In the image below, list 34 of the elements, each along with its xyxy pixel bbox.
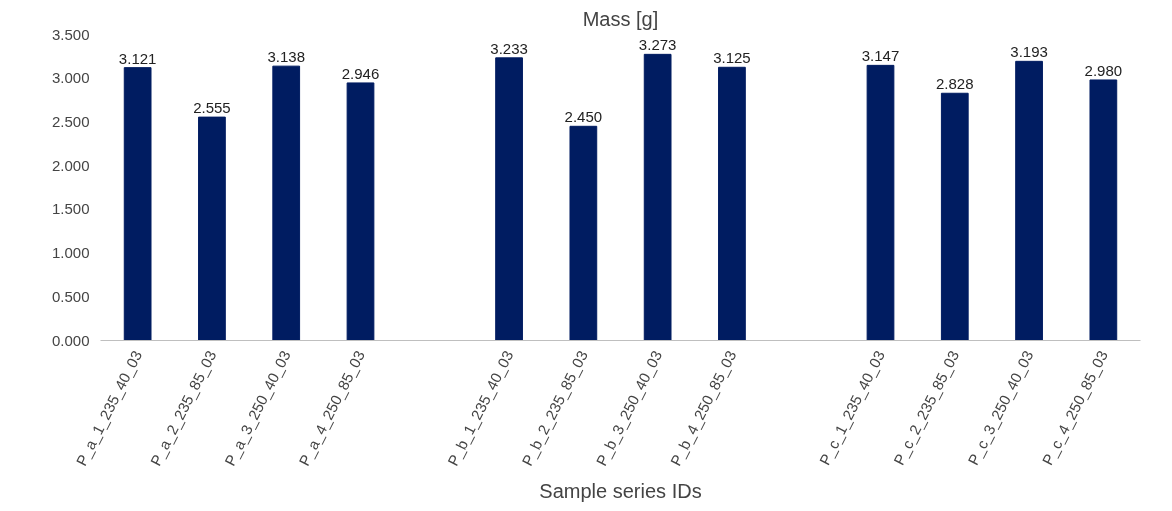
y-tick-label: 3.000 — [51, 69, 90, 87]
y-tick-label: 0.000 — [51, 331, 90, 349]
y-tick-label: 2.000 — [51, 156, 90, 174]
data-label: 3.233 — [490, 39, 528, 57]
y-tick-label: 3.500 — [51, 25, 90, 43]
y-tick-label: 2.500 — [51, 112, 90, 130]
y-tick-label: 1.000 — [51, 244, 90, 262]
bar — [346, 82, 375, 341]
bar — [272, 65, 301, 341]
data-label: 2.555 — [193, 99, 231, 117]
data-label: 2.980 — [1084, 61, 1123, 79]
bar — [1089, 79, 1118, 341]
y-tick-label: 0.500 — [51, 287, 90, 305]
data-label: 2.828 — [936, 75, 974, 93]
data-label: 3.147 — [861, 47, 900, 65]
bar — [198, 116, 226, 341]
data-label: 3.121 — [118, 49, 157, 67]
y-tick-label: 1.500 — [51, 200, 90, 218]
bar — [643, 53, 672, 341]
data-label: 2.946 — [341, 64, 380, 82]
data-label: 3.125 — [713, 49, 751, 67]
data-label: 3.193 — [1010, 43, 1048, 61]
bar — [940, 92, 969, 341]
chart-title: Mass [g] — [582, 7, 659, 30]
bar — [718, 66, 746, 341]
data-label: 2.450 — [564, 108, 603, 126]
x-axis-title: Sample series IDs — [539, 480, 702, 503]
bar — [569, 125, 598, 341]
bar — [1015, 60, 1043, 341]
data-label: 3.273 — [638, 36, 677, 54]
bar — [866, 64, 895, 341]
data-label: 3.138 — [267, 48, 305, 66]
bar — [123, 67, 152, 341]
bar — [495, 57, 523, 341]
